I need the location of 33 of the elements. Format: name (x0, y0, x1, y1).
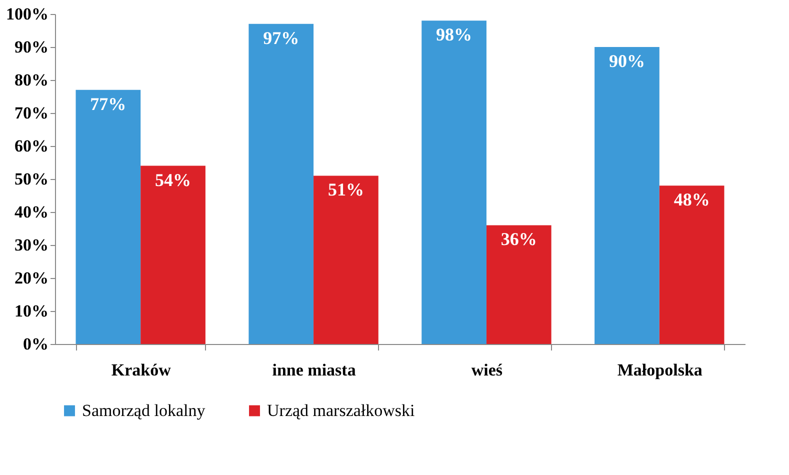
y-tick-label: 20% (14, 268, 48, 288)
x-tick-label: Kraków (111, 360, 172, 380)
legend-label: Samorząd lokalny (82, 400, 206, 420)
y-tick-label: 50% (14, 170, 48, 188)
y-tick-label: 100% (6, 4, 48, 24)
bar (76, 90, 141, 344)
y-tick-label: 70% (14, 104, 48, 122)
text: 48% (674, 190, 710, 210)
y-tick-label: 40% (14, 202, 48, 222)
bar (659, 186, 724, 344)
bar (422, 20, 486, 344)
text: 54% (155, 170, 192, 190)
bar (594, 47, 660, 344)
x-tick-label: wieś (471, 360, 503, 380)
text: 97% (263, 28, 300, 48)
y-tick-label: 30% (14, 236, 48, 254)
bar (140, 166, 206, 344)
text: 51% (328, 180, 364, 200)
x-tick-label: inne miasta (272, 360, 356, 380)
text: 77% (90, 94, 126, 114)
y-tick-label: 0% (23, 334, 48, 354)
bar (486, 225, 552, 344)
bar (314, 176, 378, 344)
text: 36% (500, 229, 537, 250)
x-tick-label: Małopolska (617, 360, 703, 380)
y-tick-label: 80% (14, 70, 48, 90)
text: 98% (436, 24, 472, 45)
y-tick-label: 10% (14, 302, 48, 320)
bar (248, 24, 314, 344)
text: 90% (608, 51, 645, 71)
legend-label: Urząd marszałkowski (267, 400, 416, 420)
y-tick-label: 60% (14, 136, 48, 156)
y-tick-label: 90% (14, 38, 48, 56)
